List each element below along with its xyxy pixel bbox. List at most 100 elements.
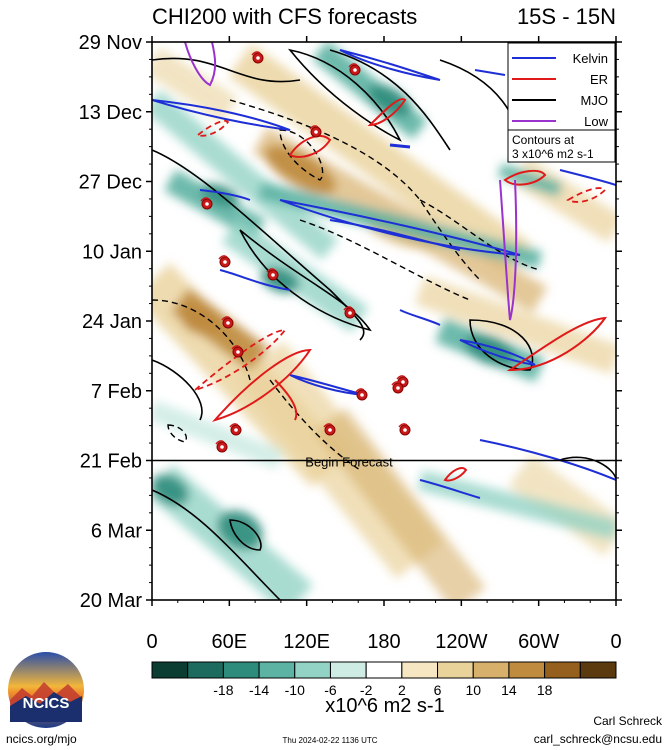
y-tick-label: 20 Mar (80, 590, 143, 612)
mjo-contour (288, 48, 402, 142)
x-tick-label: 120W (435, 631, 487, 653)
x-tick-label: 120E (283, 631, 330, 653)
mjo-contour (152, 149, 365, 341)
legend-label: ER (590, 72, 608, 87)
legend-box (507, 42, 616, 163)
y-tick-label: 6 Mar (91, 520, 142, 542)
colorbar-swatch (579, 661, 617, 679)
colorbar-tick-label: 18 (537, 682, 553, 698)
x-tick-label: 60W (518, 631, 559, 653)
footer-email[interactable]: carl_schreck@ncsu.edu (534, 732, 662, 746)
kelvin-contour (419, 479, 481, 499)
mjo-contour-dashed (269, 379, 361, 471)
shading-band (497, 163, 563, 197)
shading-blob (180, 305, 220, 335)
kelvin-contour (479, 439, 616, 481)
footer-author: Carl Schreck (593, 714, 663, 728)
forecast-label: Begin Forecast (305, 455, 393, 470)
x-tick-label: 180 (367, 631, 400, 653)
kelvin-contour (399, 309, 441, 326)
storm-marker-icon (200, 197, 213, 210)
colorbar-tick-label: 14 (501, 682, 517, 698)
er-contour (212, 348, 312, 422)
colorbar: -18 -14 -10 -6 -2 2 6 10 14 18 (151, 661, 617, 698)
x-tick-label: 0 (146, 631, 157, 653)
colorbar-swatch (365, 661, 403, 679)
y-tick-label: 29 Nov (79, 32, 142, 54)
storm-markers (200, 51, 411, 453)
shading-blob (152, 474, 189, 506)
y-tick-label: 13 Dec (79, 102, 142, 124)
legend-item-low: Low (512, 114, 609, 129)
shading-band (152, 90, 339, 260)
storm-marker-icon (221, 316, 234, 329)
storm-marker-icon (218, 255, 231, 268)
kelvin-contour (389, 143, 411, 149)
colorbar-swatch (258, 661, 296, 679)
mjo-contour (152, 57, 301, 83)
er-contour (367, 98, 407, 127)
colorbar-swatch (437, 661, 474, 679)
colorbar-swatch (508, 661, 546, 679)
storm-marker-icon (251, 51, 264, 64)
colorbar-swatch (151, 661, 189, 679)
colorbar-tick-label: -14 (249, 682, 269, 698)
ncics-logo: NCICS (8, 652, 84, 728)
x-axis: 0 60E 120E 180 120W 60W 0 (146, 36, 622, 653)
y-axis: 29 Nov 13 Dec 27 Dec 10 Jan 24 Jan 7 Feb 21 Fe… (79, 32, 622, 612)
x-tick-label: 0 (610, 631, 621, 653)
storm-marker-icon (229, 423, 242, 436)
colorbar-swatch (329, 661, 367, 679)
low-contour (184, 42, 217, 87)
y-tick-label: 21 Feb (80, 451, 142, 473)
legend-item-er: ER (512, 72, 608, 87)
er-contour (288, 135, 332, 158)
colorbar-swatch (187, 661, 224, 679)
colorbar-swatch (472, 661, 510, 679)
shading-band (221, 217, 369, 333)
kelvin-contour (219, 269, 291, 291)
storm-marker-icon (323, 423, 336, 436)
anomaly-shading (152, 42, 616, 600)
storm-marker-icon (266, 268, 279, 281)
storm-marker-icon (348, 63, 361, 76)
chart-region: 15S - 15N (517, 4, 616, 29)
legend: Kelvin ER MJO Low Contours at 3 x10^6 m2 s-… (507, 42, 616, 163)
er-contour-dashed (196, 120, 230, 137)
mjo-contour-dashed (279, 129, 324, 181)
low-contour (499, 179, 518, 321)
colorbar-tick-label: 10 (465, 682, 481, 698)
colorbar-swatch (222, 661, 260, 679)
storm-marker-icon (231, 345, 244, 358)
er-contour (443, 467, 468, 482)
kelvin-contour (199, 189, 251, 201)
kelvin-contour (459, 339, 536, 366)
footer-url[interactable]: ncics.org/mjo (6, 732, 77, 746)
mjo-contour (152, 489, 281, 600)
storm-marker-icon (343, 306, 356, 319)
storm-marker-icon (309, 125, 322, 138)
mjo-contour (329, 49, 451, 151)
er-contour-dashed (566, 187, 607, 203)
kelvin-contour (152, 99, 291, 131)
colorbar-swatch (294, 661, 331, 679)
colorbar-tick-label: -10 (285, 682, 305, 698)
er-contour (506, 316, 608, 372)
legend-label: Kelvin (573, 51, 608, 66)
kelvin-contour (559, 169, 616, 186)
kelvin-contour (339, 49, 441, 81)
shading-band (228, 43, 532, 277)
colorbar-units: x10^6 m2 s-1 (325, 695, 444, 717)
y-tick-label: 7 Feb (91, 381, 142, 403)
colorbar-swatch (544, 661, 581, 679)
footer-timestamp: Thu 2024-02-22 1136 UTC (282, 736, 377, 745)
kelvin-contour (329, 219, 461, 251)
shading-blob (217, 510, 263, 550)
legend-item-kelvin: Kelvin (512, 51, 608, 66)
legend-label: MJO (581, 93, 608, 108)
colorbar-tick-label: -2 (360, 682, 373, 698)
er-contour-dashed (194, 329, 287, 391)
mjo-contour (152, 359, 203, 421)
shading-blob (264, 145, 336, 195)
